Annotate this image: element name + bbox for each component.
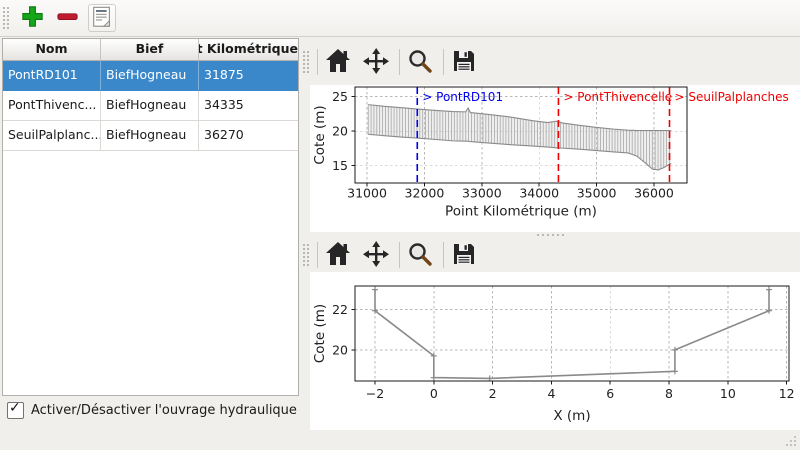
- pan-icon: [363, 47, 389, 77]
- cell-pk: 31875: [204, 67, 244, 82]
- svg-text:8: 8: [665, 386, 673, 401]
- cell-nom: SeuilPalplanc...: [3, 121, 101, 150]
- svg-text:33000: 33000: [462, 186, 502, 201]
- plot-splitter-handle[interactable]: [300, 231, 800, 239]
- cell-nom: PontThivenc...: [3, 91, 101, 120]
- svg-text:X (m): X (m): [553, 408, 590, 424]
- cell-pk: 36270: [204, 127, 244, 142]
- toolbar-drag-handle[interactable]: [303, 51, 309, 73]
- toolbar-drag-handle[interactable]: [303, 244, 309, 266]
- home-icon: [325, 241, 351, 270]
- cell-nom: PontRD101: [3, 61, 101, 90]
- longitudinal-profile-canvas[interactable]: > PontRD101 > PontThivencelle > SeuilPalpl…: [310, 85, 800, 232]
- svg-text:36000: 36000: [634, 186, 674, 201]
- cross-section-canvas[interactable]: −2 0 2 4 6 8 10 12 20 22 X (m) Cote (m): [310, 272, 800, 430]
- svg-text:Point Kilométrique (m): Point Kilométrique (m): [445, 204, 597, 220]
- svg-text:> SeuilPalplanches: > SeuilPalplanches: [674, 90, 788, 104]
- save-icon: [451, 241, 477, 270]
- home-button[interactable]: [323, 240, 353, 270]
- cross-section-plot-toolbar: [300, 240, 800, 270]
- svg-text:32000: 32000: [405, 186, 445, 201]
- edit-notes-button[interactable]: [88, 4, 116, 32]
- separator: [399, 49, 400, 75]
- save-icon: [451, 48, 477, 77]
- zoom-icon: [407, 48, 433, 77]
- main-toolbar: [0, 0, 800, 37]
- enable-structure-row: ✓ Activer/Désactiver l'ouvrage hydrauliq…: [7, 400, 297, 419]
- pan-icon: [363, 240, 389, 270]
- svg-text:> PontThivencelle: > PontThivencelle: [563, 90, 672, 104]
- plus-icon: [20, 4, 45, 32]
- cell-bief: BiefHogneau: [101, 121, 199, 150]
- svg-text:6: 6: [606, 386, 614, 401]
- svg-text:15: 15: [332, 158, 348, 173]
- svg-text:20: 20: [332, 342, 348, 357]
- svg-text:10: 10: [720, 386, 736, 401]
- svg-text:35000: 35000: [577, 186, 617, 201]
- table-header: Nom Bief Point Kilométrique: [3, 39, 298, 61]
- svg-text:−2: −2: [366, 386, 384, 401]
- table-row-seuilpalplanches[interactable]: SeuilPalplanc... BiefHogneau 36270: [3, 121, 298, 151]
- save-button[interactable]: [449, 47, 479, 77]
- svg-text:0: 0: [430, 386, 438, 401]
- separator: [317, 49, 318, 75]
- svg-text:31000: 31000: [347, 186, 387, 201]
- enable-structure-label: Activer/Désactiver l'ouvrage hydraulique: [31, 403, 297, 418]
- pan-button[interactable]: [361, 47, 391, 77]
- svg-text:> PontRD101: > PontRD101: [422, 90, 503, 104]
- cell-bief: BiefHogneau: [101, 61, 199, 90]
- svg-text:Cote (m): Cote (m): [312, 304, 328, 363]
- structures-table: Nom Bief Point Kilométrique PontRD101 Bi…: [2, 38, 299, 396]
- minus-icon: [55, 4, 80, 32]
- separator: [317, 242, 318, 268]
- column-header-point-kilometrique[interactable]: Point Kilométrique: [199, 41, 298, 56]
- zoom-button[interactable]: [405, 47, 435, 77]
- cell-bief: BiefHogneau: [101, 91, 199, 120]
- separator: [443, 49, 444, 75]
- separator: [399, 242, 400, 268]
- svg-text:25: 25: [332, 89, 348, 104]
- column-header-nom[interactable]: Nom: [3, 39, 101, 60]
- svg-text:12: 12: [779, 386, 795, 401]
- notes-icon: [90, 5, 114, 32]
- svg-text:22: 22: [332, 302, 348, 317]
- enable-structure-checkbox[interactable]: ✓: [7, 400, 24, 419]
- svg-text:20: 20: [332, 124, 348, 139]
- table-row-pontrd101[interactable]: PontRD101 BiefHogneau 31875: [3, 61, 298, 91]
- save-button[interactable]: [449, 240, 479, 270]
- toolbar-drag-handle[interactable]: [3, 7, 9, 29]
- svg-text:2: 2: [489, 386, 497, 401]
- svg-text:Cote (m): Cote (m): [312, 105, 328, 164]
- profile-plot-toolbar: [300, 40, 800, 84]
- checkmark-icon: ✓: [9, 400, 21, 416]
- resize-grip[interactable]: [786, 436, 796, 446]
- home-icon: [325, 48, 351, 77]
- remove-structure-button[interactable]: [53, 4, 81, 32]
- table-row-pontthivencelle[interactable]: PontThivenc... BiefHogneau 34335: [3, 91, 298, 121]
- column-header-bief[interactable]: Bief: [101, 39, 199, 60]
- add-structure-button[interactable]: [18, 4, 46, 32]
- svg-text:4: 4: [547, 386, 555, 401]
- zoom-button[interactable]: [405, 240, 435, 270]
- separator: [443, 242, 444, 268]
- home-button[interactable]: [323, 47, 353, 77]
- zoom-icon: [407, 241, 433, 270]
- cell-pk: 34335: [204, 97, 244, 112]
- svg-text:34000: 34000: [519, 186, 559, 201]
- pan-button[interactable]: [361, 240, 391, 270]
